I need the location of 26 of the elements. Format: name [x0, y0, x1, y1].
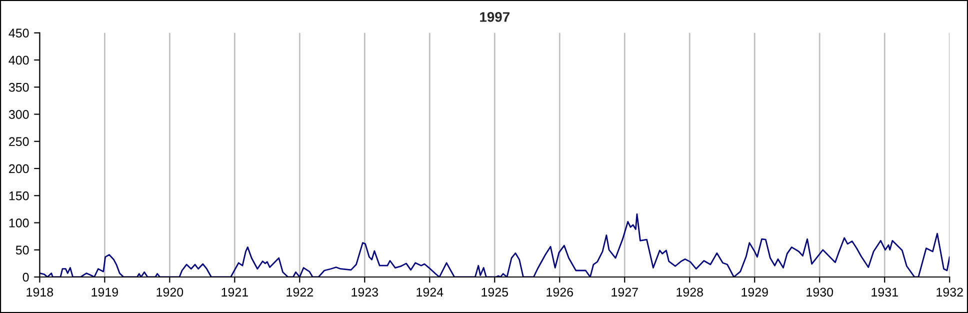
x-tick-label: 1929	[742, 288, 768, 297]
x-tick-label: 1923	[352, 288, 378, 297]
x-tick-label: 1918	[26, 288, 54, 297]
y-tick-label: 350	[8, 82, 29, 92]
y-tick-label: 250	[9, 137, 29, 146]
x-tick-label: 1922	[286, 288, 313, 297]
y-tick-label: 0	[22, 272, 29, 282]
x-tick-label: 1920	[156, 288, 184, 297]
y-tick-label: 200	[9, 164, 29, 174]
y-tick-label: 50	[16, 246, 29, 255]
x-tick-label: 1924	[416, 288, 444, 297]
x-tick-label: 1921	[222, 288, 248, 297]
y-tick-label: 450	[8, 28, 29, 38]
y-tick-label: 100	[9, 218, 29, 228]
chart-title: 1997	[480, 12, 510, 22]
y-tick-label: 400	[8, 56, 29, 65]
y-tick-label: 150	[9, 191, 29, 200]
x-tick-label: 1927	[612, 288, 638, 297]
x-tick-label: 1932	[936, 288, 963, 297]
x-tick-label: 1928	[676, 288, 703, 297]
x-tick-label: 1930	[806, 288, 834, 297]
x-tick-label: 1931	[872, 288, 898, 297]
x-tick-label: 1925	[482, 288, 508, 297]
x-tick-label: 1919	[92, 288, 118, 297]
y-tick-label: 300	[8, 110, 29, 119]
x-tick-label: 1926	[546, 288, 573, 297]
